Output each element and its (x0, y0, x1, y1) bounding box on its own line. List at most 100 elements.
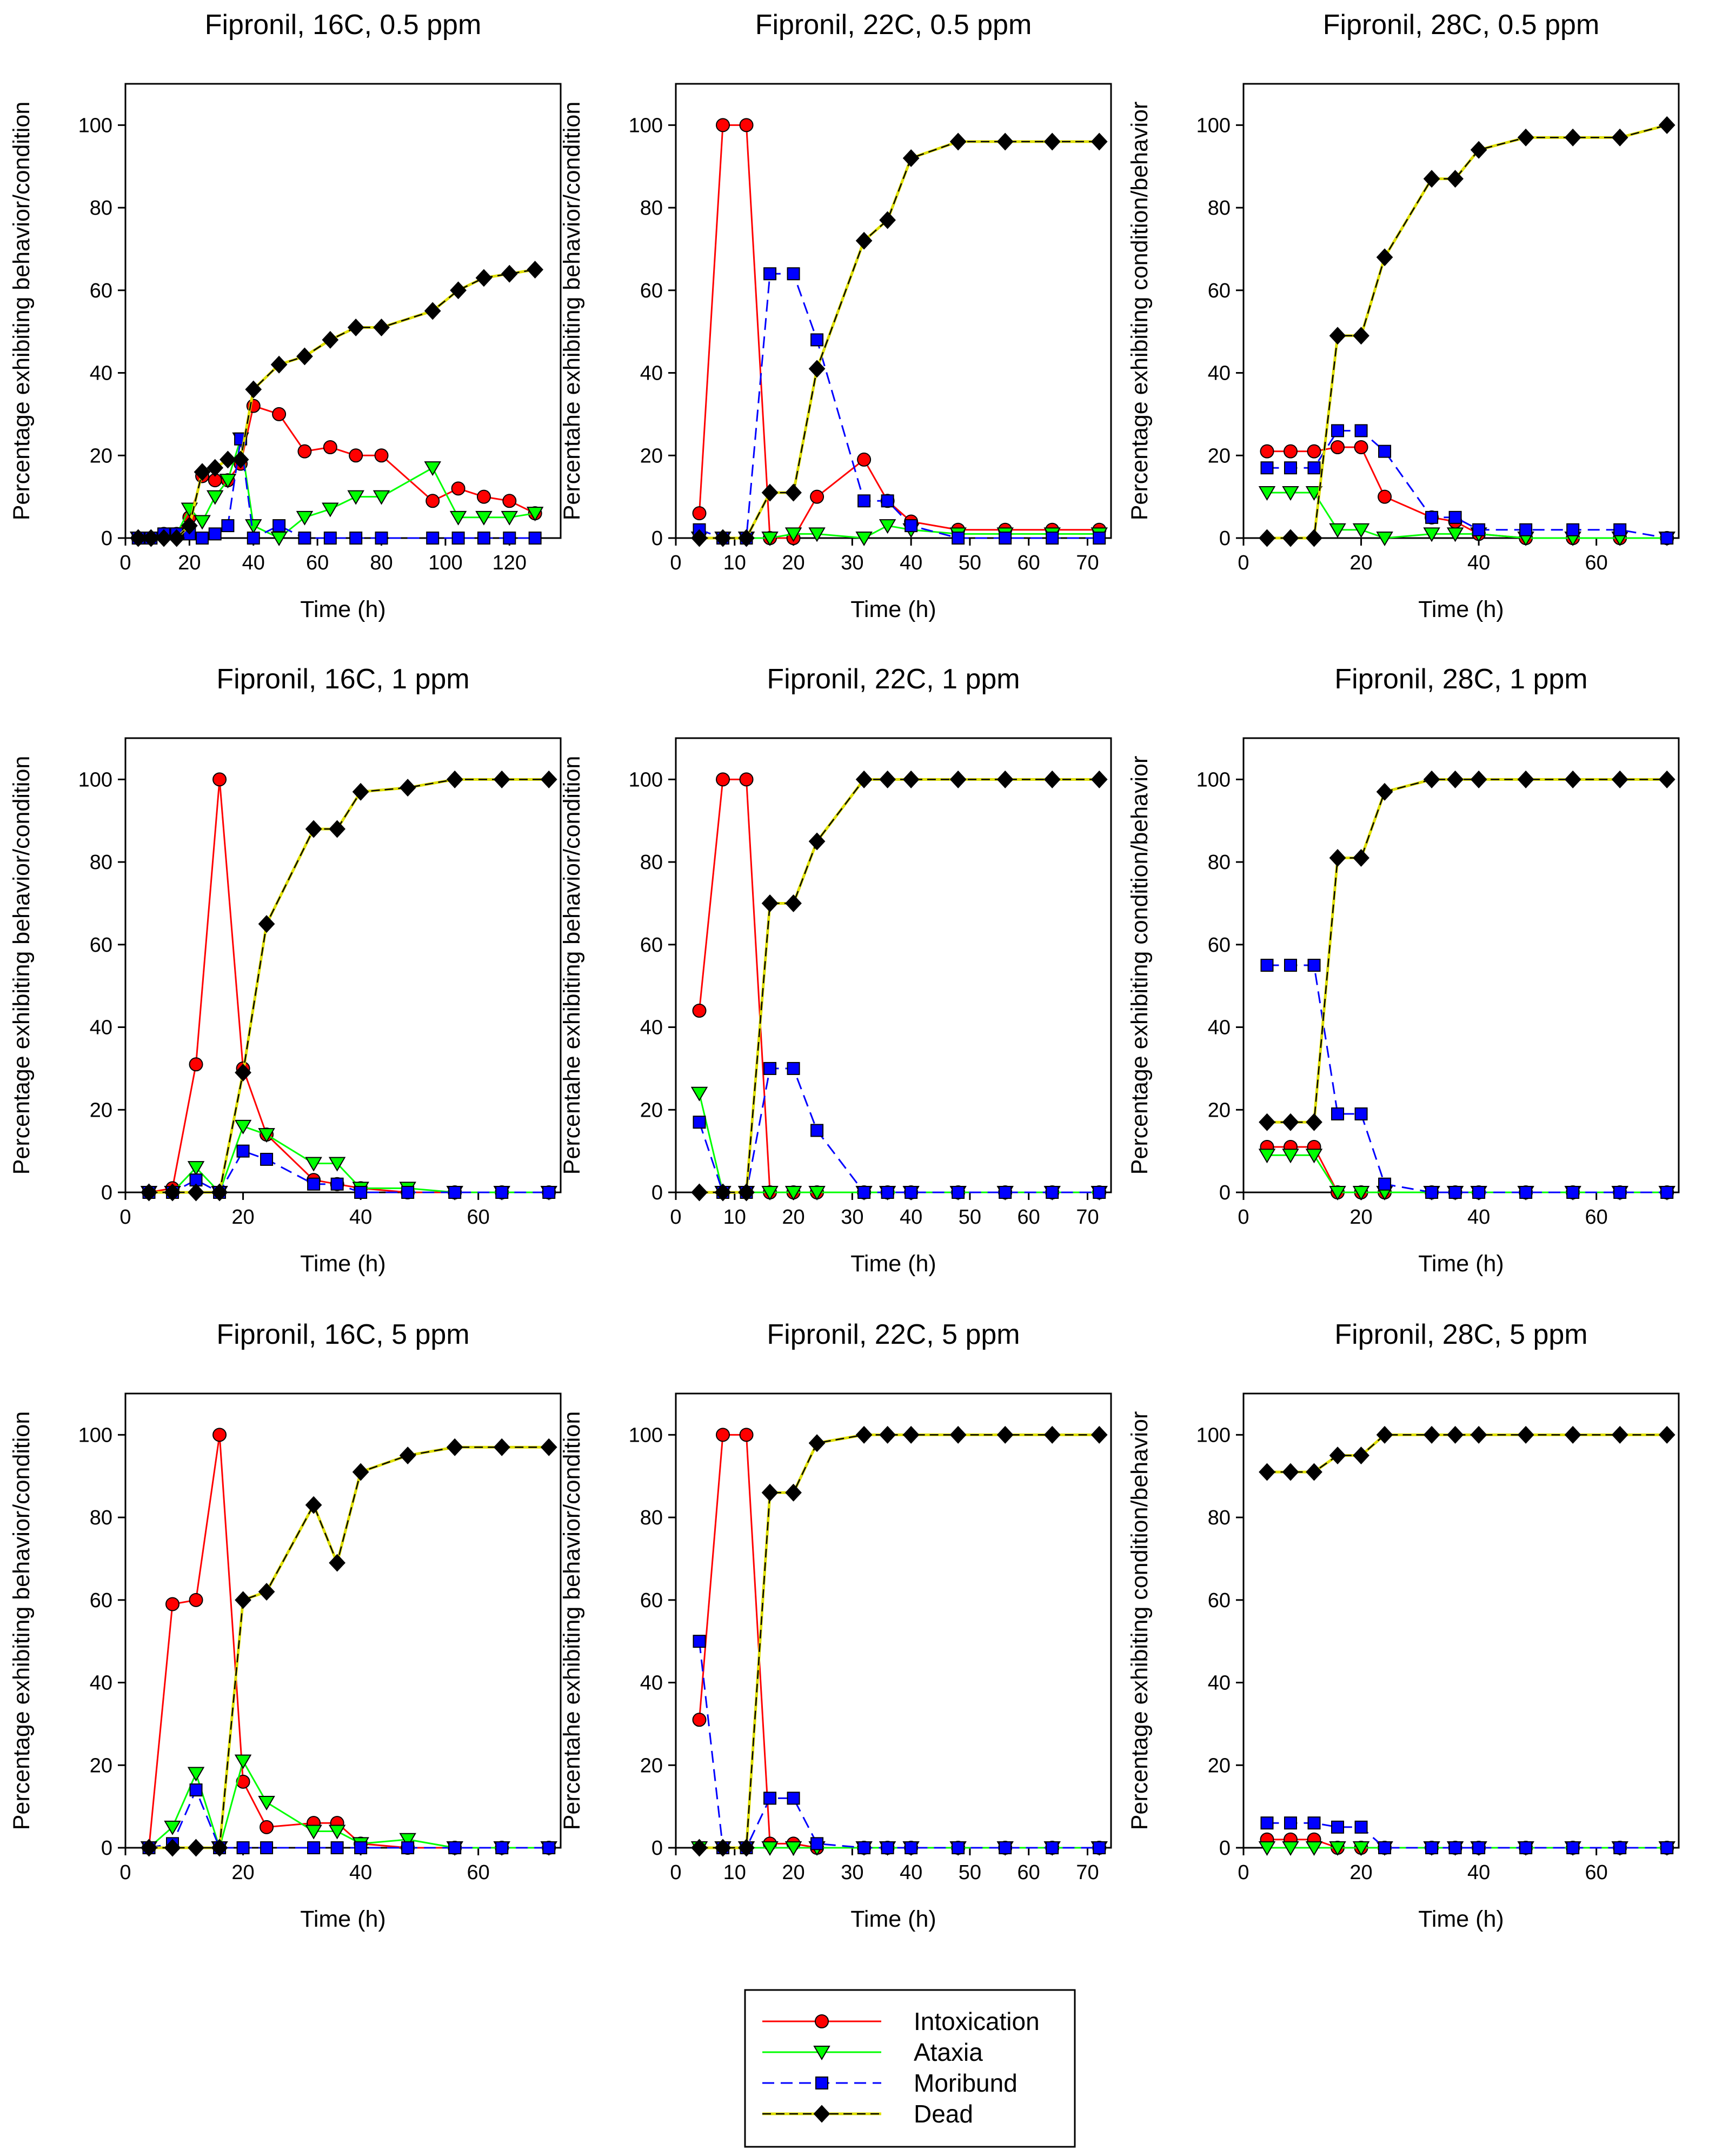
data-point (693, 1635, 706, 1648)
data-point (1472, 1841, 1486, 1854)
y-tick-label: 0 (1219, 527, 1231, 550)
data-point (1519, 1186, 1533, 1199)
data-point (1284, 461, 1298, 475)
data-point (164, 1820, 181, 1835)
data-point (349, 532, 363, 545)
legend-entry-ataxia: Ataxia (762, 2038, 983, 2066)
data-point (1376, 248, 1393, 267)
data-point (808, 1434, 826, 1452)
series-dead (691, 770, 1108, 1202)
data-point (952, 532, 965, 545)
series-intoxication (692, 118, 1107, 545)
x-axis-label: Time (h) (1418, 596, 1504, 622)
x-tick-label: 40 (242, 552, 265, 574)
data-point (1090, 132, 1108, 151)
data-point (1354, 1107, 1368, 1120)
data-point (808, 360, 826, 378)
series-line (1267, 1839, 1667, 1849)
data-point (1425, 1841, 1439, 1854)
data-point (808, 832, 826, 851)
x-tick-label: 40 (900, 552, 922, 574)
data-point (1260, 959, 1274, 972)
data-point (808, 1186, 826, 1200)
y-tick-label: 20 (1208, 1754, 1231, 1777)
data-point (1046, 532, 1059, 545)
legend: Intoxication Ataxia Moribund Dead (744, 1989, 1076, 2148)
data-point (785, 483, 802, 502)
data-point (1611, 1425, 1628, 1444)
data-point (475, 510, 493, 526)
data-point (502, 494, 517, 508)
x-tick-label: 0 (1238, 1206, 1249, 1229)
x-tick-label: 70 (1076, 1861, 1099, 1884)
data-point (1259, 1113, 1275, 1131)
data-point (785, 1483, 802, 1502)
data-point (232, 450, 249, 469)
data-point (528, 532, 542, 545)
y-tick-label: 60 (90, 934, 112, 957)
data-point (1425, 510, 1439, 524)
chart-panel-6: Fipronil, 28C, 1 ppm 0 20 40 60 80 100 0 20 40 60 T… (1127, 664, 1680, 1277)
data-point (1378, 445, 1392, 458)
data-point (739, 772, 754, 787)
y-tick-label: 100 (78, 1424, 112, 1447)
data-point (272, 519, 286, 533)
plot-frame (124, 83, 562, 539)
series-dead (1259, 770, 1675, 1131)
y-tick-label: 0 (651, 527, 663, 550)
data-point (1566, 523, 1580, 536)
chart-title: Fipronil, 22C, 0.5 ppm (755, 9, 1032, 41)
data-point (1282, 1113, 1299, 1131)
data-point (399, 1833, 416, 1848)
data-point (495, 1841, 509, 1854)
data-point (399, 779, 416, 797)
data-point (450, 281, 467, 300)
data-point (855, 770, 873, 788)
series-dead (141, 770, 557, 1202)
x-tick-label: 30 (841, 552, 863, 574)
x-tick-label: 0 (119, 1861, 131, 1884)
data-point (1613, 1841, 1627, 1854)
y-tick-label: 0 (651, 1182, 663, 1204)
data-point (1329, 1841, 1346, 1856)
data-point (1448, 1841, 1462, 1854)
data-point (399, 1447, 416, 1465)
x-tick-label: 20 (1349, 552, 1372, 574)
data-point (1043, 132, 1061, 151)
x-tick-label: 60 (1018, 1861, 1040, 1884)
data-point (495, 1186, 509, 1199)
data-point (761, 1841, 779, 1856)
series-line-highlight (1267, 1433, 1667, 1474)
data-point (235, 1591, 251, 1609)
data-point (739, 1428, 754, 1442)
x-tick-label: 0 (119, 552, 131, 574)
data-point (1305, 486, 1323, 501)
data-point (1564, 1425, 1581, 1444)
series-line (149, 779, 549, 1193)
chart-panel-5: Fipronil, 22C, 1 ppm 0 20 40 60 80 100 0 10 20 30 4… (559, 664, 1112, 1277)
x-tick-label: 60 (467, 1861, 490, 1884)
series-line-highlight (1267, 123, 1667, 540)
x-tick-label: 0 (670, 1206, 681, 1229)
data-point (1519, 523, 1533, 536)
data-point (1378, 489, 1392, 504)
y-tick-label: 60 (640, 934, 663, 957)
data-point (206, 490, 224, 505)
series-dead (141, 1438, 557, 1857)
data-point (448, 1186, 462, 1199)
series-dead (691, 1425, 1108, 1857)
data-point (1376, 782, 1393, 801)
data-point (785, 894, 802, 912)
legend-marker (815, 2014, 829, 2028)
chart-panel-8: Fipronil, 22C, 5 ppm 0 20 40 60 80 100 0 10 20 30 4… (559, 1319, 1112, 1932)
series-line (148, 1435, 549, 1849)
data-point (297, 444, 312, 459)
plot-frame (675, 83, 1112, 539)
data-point (354, 1186, 368, 1199)
data-point (234, 1754, 252, 1769)
data-point (1093, 532, 1106, 545)
data-point (763, 1062, 777, 1075)
data-point (1352, 1841, 1370, 1856)
data-point (258, 1583, 275, 1601)
data-point (949, 770, 967, 788)
